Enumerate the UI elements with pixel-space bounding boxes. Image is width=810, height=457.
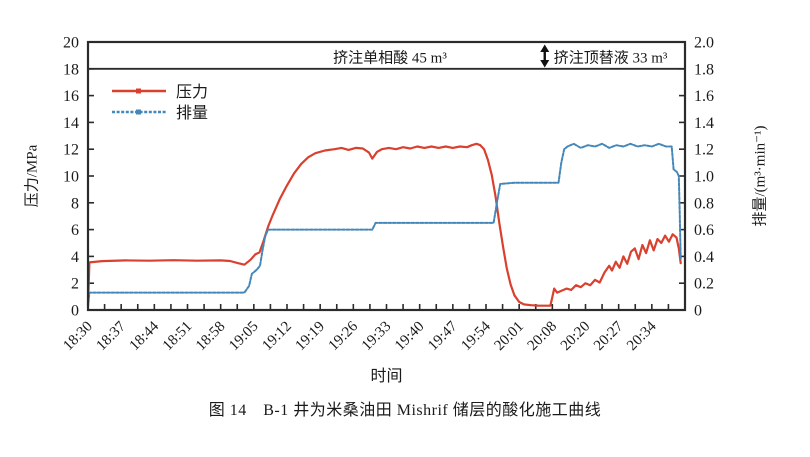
y-axis-right-title: 排量/(m³·min⁻¹) bbox=[752, 125, 769, 227]
stage2-annotation: 挤注顶替液 33 m³ bbox=[554, 49, 668, 66]
y-left-tick-label: 10 bbox=[63, 169, 79, 186]
rate-series-line bbox=[87, 142, 682, 309]
y-right-tick-label: 1.0 bbox=[694, 169, 714, 186]
y-left-tick-label: 0 bbox=[71, 303, 79, 320]
y-right-tick-label: 1.4 bbox=[694, 115, 714, 132]
x-tick-label: 20:34 bbox=[624, 318, 660, 354]
x-tick-label: 19:26 bbox=[326, 318, 362, 354]
x-tick-label: 20:20 bbox=[558, 319, 593, 354]
up-down-arrow-icon bbox=[540, 60, 550, 68]
y-left-tick-label: 20 bbox=[63, 35, 79, 52]
x-tick-label: 19:19 bbox=[293, 319, 328, 354]
y-right-tick-label: 0.8 bbox=[694, 195, 714, 212]
y-left-tick-label: 2 bbox=[71, 276, 79, 293]
x-tick-label: 18:30 bbox=[60, 319, 95, 354]
x-axis-title: 时间 bbox=[370, 368, 403, 385]
y-right-tick-label: 0.6 bbox=[694, 222, 714, 239]
x-tick-label: 18:58 bbox=[193, 319, 228, 354]
y-left-tick-label: 4 bbox=[71, 249, 79, 266]
y-right-tick-label: 2.0 bbox=[694, 35, 714, 52]
y-right-tick-label: 1.8 bbox=[694, 61, 714, 78]
x-tick-label: 18:37 bbox=[94, 318, 130, 354]
legend-marker bbox=[136, 109, 141, 115]
figure-caption: 图 14 B-1 井为米桑油田 Mishrif 储层的酸化施工曲线 bbox=[208, 402, 602, 419]
y-right-tick-label: 0 bbox=[694, 303, 702, 320]
legend-label: 压力 bbox=[176, 83, 208, 101]
x-tick-label: 19:40 bbox=[392, 319, 427, 354]
x-tick-label: 19:47 bbox=[425, 318, 461, 354]
y-left-tick-label: 8 bbox=[71, 195, 79, 212]
up-down-arrow-icon bbox=[540, 44, 550, 52]
x-tick-label: 20:08 bbox=[525, 319, 560, 354]
x-tick-label: 19:05 bbox=[226, 319, 261, 354]
y-axis-left-title: 压力/MPa bbox=[24, 144, 41, 208]
y-right-tick-label: 0.4 bbox=[694, 249, 714, 266]
plot-frame bbox=[86, 40, 687, 312]
x-tick-label: 20:01 bbox=[492, 319, 527, 354]
x-tick-label: 18:44 bbox=[127, 318, 163, 354]
y-right-tick-label: 0.2 bbox=[694, 276, 714, 293]
stage1-annotation: 挤注单相酸 45 m³ bbox=[333, 49, 447, 66]
legend-label: 排量 bbox=[176, 104, 208, 122]
y-right-tick-label: 1.6 bbox=[694, 88, 714, 105]
y-left-tick-label: 12 bbox=[63, 142, 79, 159]
x-tick-label: 19:12 bbox=[259, 319, 294, 354]
y-right-tick-label: 1.2 bbox=[694, 142, 714, 159]
x-tick-label: 20:27 bbox=[591, 318, 627, 354]
y-left-tick-label: 6 bbox=[71, 222, 79, 239]
x-tick-label: 19:33 bbox=[359, 319, 394, 354]
pressure-series-line bbox=[86, 142, 682, 307]
x-tick-label: 19:54 bbox=[458, 318, 494, 354]
y-left-tick-label: 16 bbox=[63, 88, 79, 105]
y-left-tick-label: 18 bbox=[63, 61, 79, 78]
x-tick-label: 18:51 bbox=[160, 319, 195, 354]
y-left-tick-label: 14 bbox=[63, 115, 79, 132]
legend-marker bbox=[136, 88, 141, 94]
